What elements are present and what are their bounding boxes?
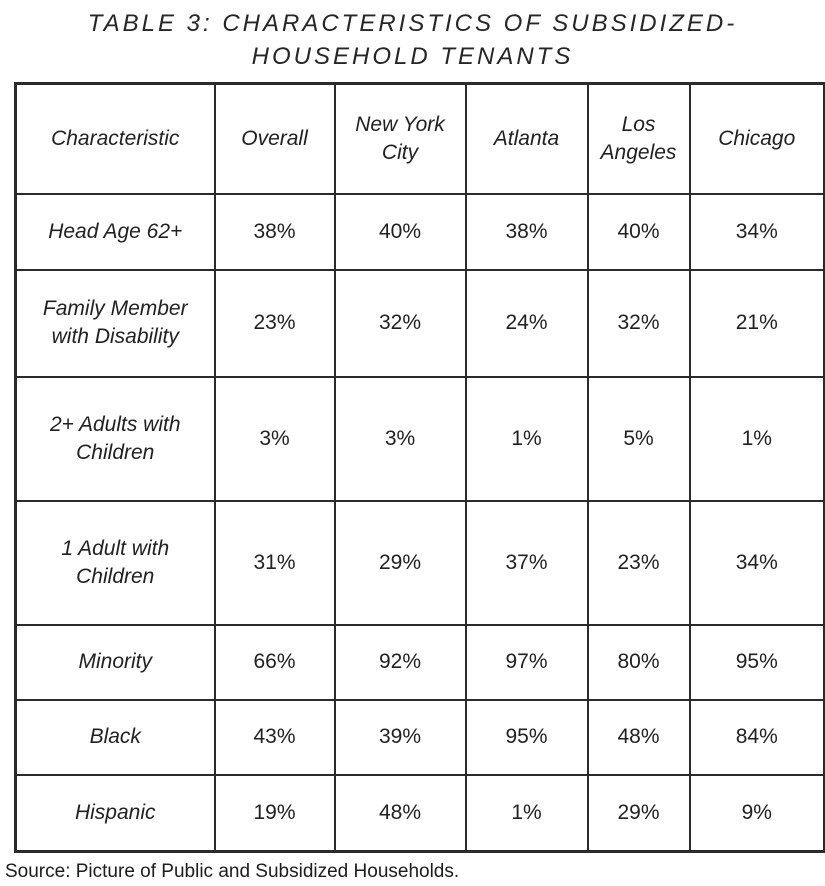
cell-value: 48% [333,773,467,853]
cell-value: 3% [333,375,467,502]
cell-value: 1% [464,773,589,853]
cell-value: 92% [333,623,467,701]
cell-value: 31% [213,499,336,626]
cell-value: 21% [688,268,825,378]
table-row: Minority 66% 92% 97% 80% 95% [14,623,825,701]
cell-value: 29% [586,773,691,853]
cell-value: 34% [688,192,825,271]
cell-value: 34% [688,499,825,626]
cell-value: 1% [464,375,589,502]
cell-value: 32% [333,268,467,378]
column-header-los-angeles: Los Angeles [586,82,691,195]
cell-value: 37% [464,499,589,626]
table-row: Head Age 62+ 38% 40% 38% 40% 34% [14,192,825,271]
cell-value: 32% [586,268,691,378]
cell-value: 3% [213,375,336,502]
source-note: Source: Picture of Public and Subsidized… [5,861,460,882]
cell-value: 19% [213,773,336,853]
column-header-characteristic: Characteristic [14,82,216,195]
row-label: Family Member with Disability [14,268,216,378]
cell-value: 95% [688,623,825,701]
table-row: 2+ Adults with Children 3% 3% 1% 5% 1% [14,375,825,502]
cell-value: 23% [586,499,691,626]
cell-value: 9% [688,773,825,853]
cell-value: 23% [213,268,336,378]
column-header-overall: Overall [213,82,336,195]
row-label: Black [14,698,216,776]
table-row: Family Member with Disability 23% 32% 24… [14,268,825,378]
cell-value: 40% [586,192,691,271]
cell-value: 38% [213,192,336,271]
row-label: Minority [14,623,216,701]
subsidized-tenants-table: Characteristic Overall New York City Atl… [14,82,825,853]
cell-value: 66% [213,623,336,701]
cell-value: 43% [213,698,336,776]
row-label: 1 Adult with Children [14,499,216,626]
table-title-line-2: HOUSEHOLD TENANTS [251,43,574,70]
header-row: Characteristic Overall New York City Atl… [14,82,825,195]
cell-value: 97% [464,623,589,701]
column-header-atlanta: Atlanta [464,82,589,195]
column-header-chicago: Chicago [688,82,825,195]
cell-value: 40% [333,192,467,271]
cell-value: 1% [688,375,825,502]
cell-value: 24% [464,268,589,378]
cell-value: 48% [586,698,691,776]
cell-value: 29% [333,499,467,626]
column-header-new-york-city: New York City [333,82,467,195]
table-row: Black 43% 39% 95% 48% 84% [14,698,825,776]
cell-value: 80% [586,623,691,701]
table-row: 1 Adult with Children 31% 29% 37% 23% 34… [14,499,825,626]
cell-value: 39% [333,698,467,776]
cell-value: 38% [464,192,589,271]
table-title: TABLE 3: CHARACTERISTICS OF SUBSIDIZED- … [0,0,825,73]
cell-value: 84% [688,698,825,776]
row-label: Head Age 62+ [14,192,216,271]
row-label: 2+ Adults with Children [14,375,216,502]
cell-value: 5% [586,375,691,502]
table-row: Hispanic 19% 48% 1% 29% 9% [14,773,825,853]
row-label: Hispanic [14,773,216,853]
table-title-line-1: TABLE 3: CHARACTERISTICS OF SUBSIDIZED- [87,10,738,37]
cell-value: 95% [464,698,589,776]
